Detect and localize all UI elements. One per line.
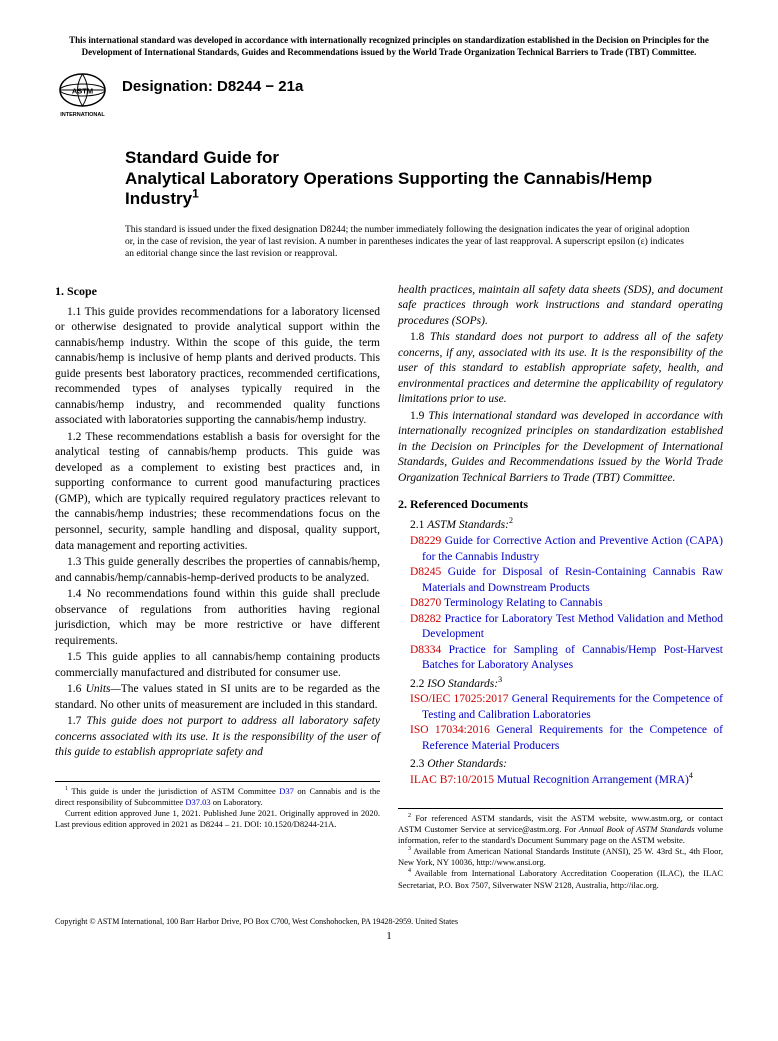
astm-logo: ASTM INTERNATIONAL bbox=[55, 70, 110, 120]
scope-1-4: 1.4 No recommendations found within this… bbox=[55, 587, 380, 649]
title-main: Analytical Laboratory Operations Support… bbox=[125, 169, 723, 210]
footnote-4: 4 Available from International Laborator… bbox=[398, 868, 723, 890]
issuance-note: This standard is issued under the fixed … bbox=[125, 224, 693, 261]
scope-1-2: 1.2 These recommendations establish a ba… bbox=[55, 430, 380, 554]
ref-d8229[interactable]: D8229 Guide for Corrective Action and Pr… bbox=[410, 534, 723, 565]
scope-1-5: 1.5 This guide applies to all cannabis/h… bbox=[55, 650, 380, 681]
ref-ilac[interactable]: ILAC B7:10/2015 Mutual Recognition Arran… bbox=[410, 773, 723, 789]
ref-d8334[interactable]: D8334 Practice for Sampling of Cannabis/… bbox=[410, 643, 723, 674]
scope-1-3: 1.3 This guide generally describes the p… bbox=[55, 555, 380, 586]
ref-d8245[interactable]: D8245 Guide for Disposal of Resin-Contai… bbox=[410, 565, 723, 596]
footnote-3: 3 Available from American National Stand… bbox=[398, 846, 723, 868]
top-notice: This international standard was develope… bbox=[55, 35, 723, 58]
ref-d8270[interactable]: D8270 Terminology Relating to Cannabis bbox=[410, 596, 723, 612]
ref-d8282[interactable]: D8282 Practice for Laboratory Test Metho… bbox=[410, 612, 723, 643]
scope-1-7: 1.7 This guide does not purport to addre… bbox=[55, 714, 380, 761]
ref-iso17034[interactable]: ISO 17034:2016 General Requirements for … bbox=[410, 723, 723, 754]
copyright: Copyright © ASTM International, 100 Barr… bbox=[55, 917, 723, 926]
ref-iso17025[interactable]: ISO/IEC 17025:2017 General Requirements … bbox=[410, 692, 723, 723]
refs-other-sub: 2.3 Other Standards: bbox=[398, 757, 723, 773]
title-prefix: Standard Guide for bbox=[125, 148, 723, 168]
refs-heading: 2. Referenced Documents bbox=[398, 496, 723, 512]
scope-1-7-cont: health practices, maintain all safety da… bbox=[398, 283, 723, 330]
scope-1-8: 1.8 This standard does not purport to ad… bbox=[398, 330, 723, 408]
designation: Designation: D8244 − 21a bbox=[122, 70, 303, 95]
refs-astm-sub: 2.1 ASTM Standards:2 bbox=[398, 518, 723, 534]
scope-1-1: 1.1 This guide provides recommendations … bbox=[55, 305, 380, 429]
footnote-1-cont: Current edition approved June 1, 2021. P… bbox=[55, 808, 380, 830]
footnotes-right: 2 For referenced ASTM standards, visit t… bbox=[398, 808, 723, 890]
refs-iso-sub: 2.2 ISO Standards:3 bbox=[398, 677, 723, 693]
page-number: 1 bbox=[55, 930, 723, 942]
scope-1-9: 1.9 This international standard was deve… bbox=[398, 409, 723, 487]
scope-1-6: 1.6 Units—The values stated in SI units … bbox=[55, 682, 380, 713]
footnotes-left: 1 This guide is under the jurisdiction o… bbox=[55, 781, 380, 830]
title-block: Standard Guide for Analytical Laboratory… bbox=[125, 148, 723, 209]
column-right: health practices, maintain all safety da… bbox=[398, 283, 723, 891]
column-left: 1. Scope 1.1 This guide provides recomme… bbox=[55, 283, 380, 891]
header-row: ASTM INTERNATIONAL Designation: D8244 − … bbox=[55, 70, 723, 120]
footnote-1: 1 This guide is under the jurisdiction o… bbox=[55, 786, 380, 808]
svg-text:INTERNATIONAL: INTERNATIONAL bbox=[60, 112, 105, 118]
svg-text:ASTM: ASTM bbox=[72, 87, 93, 96]
footnote-2: 2 For referenced ASTM standards, visit t… bbox=[398, 813, 723, 846]
scope-heading: 1. Scope bbox=[55, 283, 380, 299]
body-columns: 1. Scope 1.1 This guide provides recomme… bbox=[55, 283, 723, 891]
